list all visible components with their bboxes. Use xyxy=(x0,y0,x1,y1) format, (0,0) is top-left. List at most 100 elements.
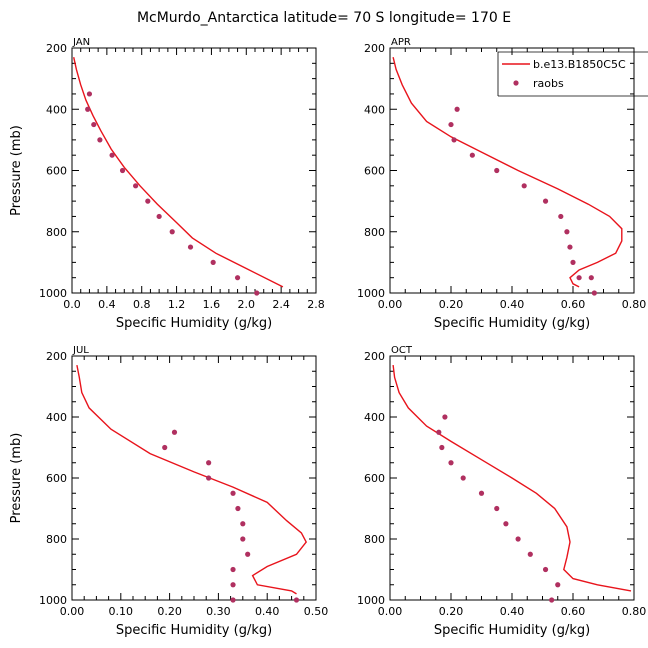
raobs-point xyxy=(448,460,454,466)
raobs-point xyxy=(469,152,475,158)
y-tick-label: 600 xyxy=(364,472,385,485)
y-tick-label: 600 xyxy=(364,165,385,178)
raobs-point xyxy=(436,429,442,435)
x-tick-label: 1.2 xyxy=(168,298,186,311)
y-tick-label: 800 xyxy=(364,226,385,239)
raobs-point xyxy=(439,444,445,451)
raobs-point xyxy=(542,198,549,204)
raobs-point xyxy=(240,536,246,542)
raobs-point xyxy=(230,490,236,496)
x-tick-label: 0.50 xyxy=(304,605,329,618)
raobs-point xyxy=(240,521,246,527)
raobs-point xyxy=(558,213,564,220)
x-tick-label: 2.4 xyxy=(272,298,290,311)
raobs-point xyxy=(230,566,236,573)
raobs-point xyxy=(494,167,500,174)
raobs-point xyxy=(442,414,448,420)
x-tick-label: 0.30 xyxy=(206,605,231,618)
plot-frame xyxy=(389,47,635,294)
raobs-point xyxy=(230,582,236,588)
panel-jan: JAN 0.0 0.4 0.8 1.2 1.6 2.0 2.4 2.8 200 400 600 800 1… xyxy=(9,37,325,331)
raobs-point xyxy=(460,475,466,481)
raobs-point xyxy=(145,198,151,204)
x-tick-label: 0.60 xyxy=(561,298,586,311)
panel-label: JAN xyxy=(72,37,90,48)
raobs-point xyxy=(133,183,139,189)
raobs-point xyxy=(171,429,178,435)
raobs-point xyxy=(109,152,115,158)
figure-title: McMurdo_Antarctica latitude= 70 S longit… xyxy=(137,10,511,26)
x-tick-label: 0.20 xyxy=(157,605,182,618)
raobs-point xyxy=(85,106,91,112)
model-series-line xyxy=(392,365,632,592)
y-tick-label: 400 xyxy=(364,103,385,116)
y-tick-label: 600 xyxy=(46,472,67,485)
raobs-point xyxy=(119,167,126,174)
legend-obs-swatch xyxy=(513,80,519,86)
y-tick-label: 400 xyxy=(364,411,385,424)
raobs-point xyxy=(448,121,454,128)
raobs-point xyxy=(206,475,212,481)
x-tick-label: 0.60 xyxy=(561,605,586,618)
plot-frame xyxy=(71,355,317,601)
x-tick-label: 0.40 xyxy=(255,605,280,618)
raobs-point xyxy=(293,597,300,603)
y-tick-label: 800 xyxy=(46,533,67,546)
y-axis-label: Pressure (mb) xyxy=(9,125,24,216)
raobs-point xyxy=(576,275,582,281)
raobs-point xyxy=(567,244,573,250)
raobs-point xyxy=(234,275,241,281)
x-tick-label: 2.8 xyxy=(307,298,325,311)
y-tick-label: 200 xyxy=(364,350,385,363)
y-tick-label: 200 xyxy=(46,42,67,55)
raobs-point xyxy=(564,229,570,235)
panels: JAN 0.0 0.4 0.8 1.2 1.6 2.0 2.4 2.8 200 400 600 800 1… xyxy=(9,37,648,638)
raobs-point xyxy=(521,183,527,189)
raobs-point xyxy=(555,582,561,588)
raobs-point xyxy=(494,505,500,512)
raobs-point xyxy=(245,551,251,557)
y-tick-label: 800 xyxy=(46,226,67,239)
raobs-point xyxy=(97,137,103,143)
y-tick-label: 1000 xyxy=(39,287,67,300)
y-tick-label: 1000 xyxy=(39,594,67,607)
raobs-point xyxy=(254,290,260,296)
x-tick-label: 0.00 xyxy=(60,605,85,618)
raobs-point xyxy=(549,597,555,603)
raobs-point xyxy=(542,566,549,573)
model-series-line xyxy=(73,57,284,288)
plot-frame xyxy=(71,47,317,294)
panel-label: OCT xyxy=(391,345,413,356)
raobs-point xyxy=(162,444,168,451)
raobs-point xyxy=(527,551,533,557)
raobs-point xyxy=(570,259,576,265)
y-tick-label: 800 xyxy=(364,533,385,546)
x-tick-label: 0.20 xyxy=(439,298,464,311)
raobs-point xyxy=(210,259,216,265)
raobs-point xyxy=(588,275,594,281)
y-tick-label: 1000 xyxy=(357,287,385,300)
x-tick-label: 0.80 xyxy=(622,605,647,618)
y-tick-label: 400 xyxy=(46,411,67,424)
x-tick-label: 2.0 xyxy=(238,298,256,311)
y-tick-label: 400 xyxy=(46,103,67,116)
raobs-point xyxy=(478,490,485,496)
panel-apr: APR 0.00 0.20 0.40 0.60 0.80 200 400 600 800 1000 S… xyxy=(357,37,648,331)
legend-obs-label: raobs xyxy=(533,77,564,90)
panel-oct: OCT 0.00 0.20 0.40 0.60 0.80 200 400 600 800 1000 S… xyxy=(357,345,646,638)
raobs-point xyxy=(86,91,93,97)
y-tick-label: 1000 xyxy=(357,594,385,607)
raobs-point xyxy=(454,106,460,112)
raobs-point xyxy=(235,505,241,512)
model-series-line xyxy=(76,364,308,595)
x-tick-label: 0.40 xyxy=(500,605,525,618)
panel-label: APR xyxy=(391,37,411,48)
x-tick-label: 0.0 xyxy=(63,298,81,311)
x-axis-label: Specific Humidity (g/kg) xyxy=(434,316,590,331)
raobs-point xyxy=(230,597,236,603)
y-axis-label: Pressure (mb) xyxy=(9,433,24,524)
raobs-point xyxy=(503,521,509,527)
raobs-point xyxy=(91,121,97,128)
raobs-point xyxy=(169,229,175,235)
